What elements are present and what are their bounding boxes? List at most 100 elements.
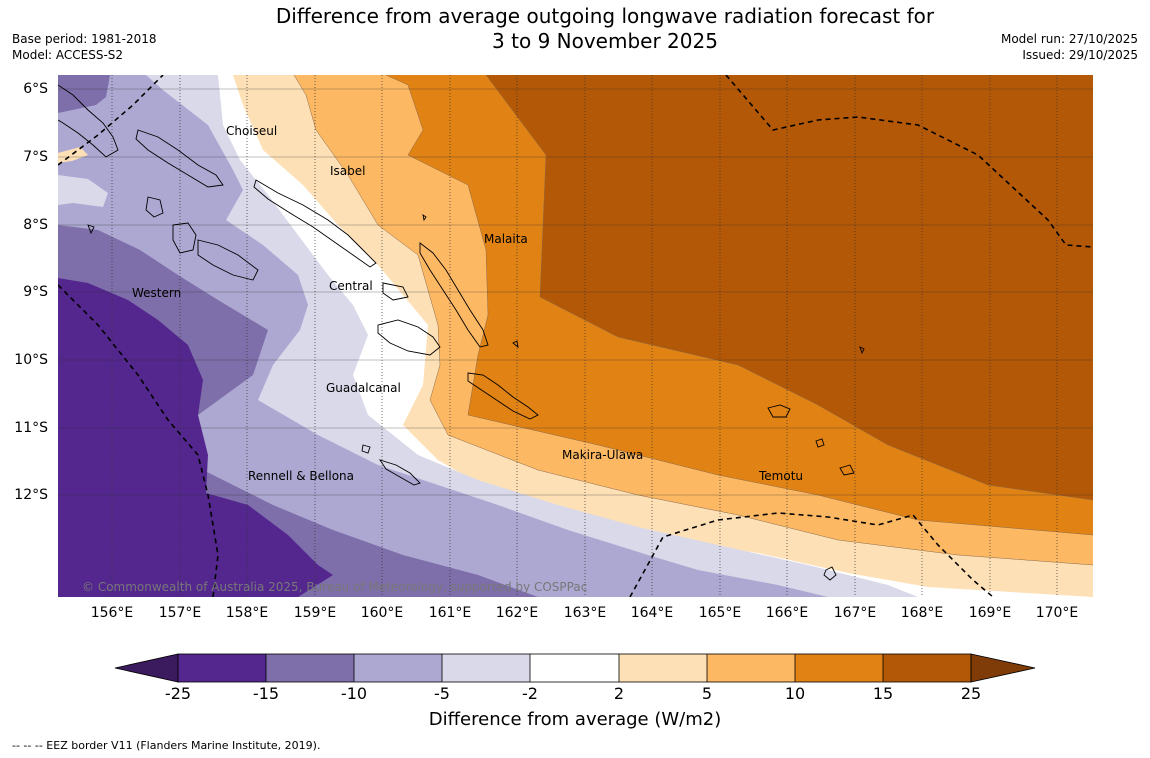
colorbar-segment-8 bbox=[795, 654, 883, 682]
lat-tick-12s: 12°S bbox=[14, 487, 48, 503]
isabel-coast bbox=[253, 179, 377, 268]
contour-lines bbox=[293, 75, 1093, 566]
lat-tick-6s: 6°S bbox=[23, 81, 48, 97]
colorbar-segment-4 bbox=[442, 654, 530, 682]
band-lavender bbox=[58, 75, 828, 597]
graticule-lat bbox=[58, 88, 1093, 496]
colorbar-segment-3 bbox=[354, 654, 442, 682]
region-label-temotu: Temotu bbox=[759, 469, 804, 483]
region-label-makira-ulawa: Makira-Ulawa bbox=[562, 448, 644, 462]
new-georgia-coast bbox=[172, 222, 197, 254]
chart-title: Difference from average outgoing longwav… bbox=[200, 4, 1010, 54]
colorbar-segment-6 bbox=[619, 654, 707, 682]
choiseul-coast bbox=[135, 129, 224, 188]
colorbar-canvas bbox=[114, 653, 1036, 683]
malaita-coast bbox=[419, 242, 489, 348]
lon-tick-161e: 161°E bbox=[428, 605, 472, 621]
colorbar-segment-1 bbox=[178, 654, 266, 682]
title-line-1: Difference from average outgoing longwav… bbox=[275, 4, 935, 28]
lon-tick-164e: 164°E bbox=[630, 605, 674, 621]
issued-date: Issued: 29/10/2025 bbox=[1022, 48, 1138, 62]
colorbar-tick: 10 bbox=[784, 684, 806, 703]
colorbar-tick: -25 bbox=[164, 684, 192, 703]
lat-tick-7s: 7°S bbox=[23, 149, 48, 165]
colorbar-segment-9 bbox=[883, 654, 971, 682]
lon-tick-167e: 167°E bbox=[833, 605, 877, 621]
lon-tick-156e: 156°E bbox=[90, 605, 134, 621]
santa-cruz-coast bbox=[767, 404, 791, 418]
bellona-coast bbox=[361, 444, 371, 454]
colorbar-tick: 2 bbox=[613, 684, 625, 703]
lat-tick-10s: 10°S bbox=[14, 352, 48, 368]
lon-tick-168e: 168°E bbox=[900, 605, 944, 621]
model-name: Model: ACCESS-S2 bbox=[12, 48, 124, 62]
western-islands-coast bbox=[197, 239, 259, 281]
lat-tick-8s: 8°S bbox=[23, 217, 48, 233]
forecast-map: Choiseul Isabel Malaita Western Central … bbox=[58, 75, 1093, 597]
model-run: Model run: 27/10/2025 bbox=[1000, 32, 1138, 46]
eez-borders bbox=[58, 75, 1093, 597]
base-period: Base period: 1981-2018 bbox=[12, 32, 157, 46]
duff-islands-coast bbox=[859, 346, 865, 355]
lon-tick-157e: 157°E bbox=[158, 605, 202, 621]
makira-coast bbox=[467, 372, 539, 420]
lon-tick-158e: 158°E bbox=[225, 605, 269, 621]
guadalcanal-coast bbox=[377, 319, 441, 356]
lon-tick-170e: 170°E bbox=[1035, 605, 1079, 621]
region-label-guadalcanal: Guadalcanal bbox=[326, 381, 401, 395]
lon-tick-162e: 162°E bbox=[495, 605, 539, 621]
colorbar-segment-2 bbox=[266, 654, 354, 682]
lon-tick-169e: 169°E bbox=[968, 605, 1012, 621]
lon-tick-159e: 159°E bbox=[293, 605, 337, 621]
colorbar bbox=[110, 650, 1040, 690]
colorbar-tick: 5 bbox=[701, 684, 713, 703]
small-island-coast bbox=[422, 214, 427, 222]
florida-islands-coast bbox=[382, 282, 409, 301]
eez-north-east bbox=[725, 75, 1093, 248]
colorbar-label: Difference from average (W/m2) bbox=[428, 709, 722, 730]
metadata-left: Base period: 1981-2018 Model: ACCESS-S2 bbox=[12, 31, 157, 63]
colorbar-extend-low bbox=[114, 653, 179, 683]
colorbar-tick: 15 bbox=[872, 684, 894, 703]
sikaiana-coast bbox=[512, 340, 519, 349]
kolombangara-coast bbox=[145, 196, 164, 218]
utupua-coast bbox=[815, 438, 825, 448]
band-dark-purple bbox=[58, 278, 333, 597]
eez-west bbox=[58, 284, 219, 597]
small-island-coast-2 bbox=[87, 224, 95, 235]
lat-tick-9s: 9°S bbox=[23, 284, 48, 300]
region-label-central: Central bbox=[329, 279, 373, 293]
eez-legend-note: -- -- -- EEZ border V11 (Flanders Marine… bbox=[12, 739, 321, 752]
colorbar-tick: -2 bbox=[522, 684, 538, 703]
lon-tick-165e: 165°E bbox=[698, 605, 742, 621]
title-line-2: 3 to 9 November 2025 bbox=[492, 29, 718, 53]
tikopia-coast bbox=[823, 566, 837, 581]
rennell-coast bbox=[378, 459, 421, 486]
copyright-notice: © Commonwealth of Australia 2025, Bureau… bbox=[82, 580, 588, 594]
colorbar-segment-5 bbox=[530, 654, 619, 682]
coastlines bbox=[58, 84, 865, 581]
colorbar-segment-7 bbox=[707, 654, 795, 682]
band-lavender-patch bbox=[58, 175, 108, 207]
colorbar-tick: -15 bbox=[252, 684, 280, 703]
colorbar-tick: 25 bbox=[960, 684, 982, 703]
eez-north-west bbox=[58, 75, 164, 166]
colorbar-tick: -5 bbox=[434, 684, 450, 703]
region-label-rennell-bellona: Rennell & Bellona bbox=[248, 469, 355, 483]
map-canvas bbox=[58, 75, 1093, 597]
region-label-western: Western bbox=[132, 286, 182, 300]
eez-south-east bbox=[629, 512, 994, 597]
region-label-isabel: Isabel bbox=[330, 164, 366, 178]
region-label-choiseul: Choiseul bbox=[226, 124, 278, 138]
lon-tick-160e: 160°E bbox=[360, 605, 404, 621]
region-label-malaita: Malaita bbox=[484, 232, 528, 246]
lon-tick-163e: 163°E bbox=[563, 605, 607, 621]
graticule bbox=[111, 75, 1058, 597]
colorbar-extend-high bbox=[970, 653, 1036, 683]
metadata-right: Model run: 27/10/2025 Issued: 29/10/2025 bbox=[1001, 31, 1138, 63]
colorbar-outline bbox=[177, 653, 972, 683]
lat-tick-11s: 11°S bbox=[14, 420, 48, 436]
bougainville-coast bbox=[58, 84, 119, 158]
colorbar-tick: -10 bbox=[340, 684, 368, 703]
vanikoro-coast bbox=[839, 464, 855, 476]
